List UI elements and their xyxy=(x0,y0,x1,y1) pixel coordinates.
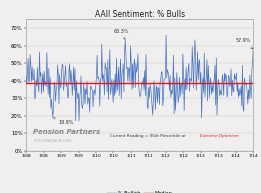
Text: Current Reading = 95th Percentile or: Current Reading = 95th Percentile or xyxy=(110,134,187,138)
Text: 63.3%: 63.3% xyxy=(113,29,129,39)
Text: 57.9%: 57.9% xyxy=(235,38,253,49)
Legend: % Bullish, Median: % Bullish, Median xyxy=(105,189,174,193)
Text: Pension Partners: Pension Partners xyxy=(33,129,100,135)
Title: AAII Sentiment: % Bulls: AAII Sentiment: % Bulls xyxy=(94,9,185,19)
Text: Extreme Optimism: Extreme Optimism xyxy=(200,134,239,138)
Text: 18.9%: 18.9% xyxy=(53,118,74,125)
Text: YOUR FINANCIAL ADVISER: YOUR FINANCIAL ADVISER xyxy=(33,139,72,143)
